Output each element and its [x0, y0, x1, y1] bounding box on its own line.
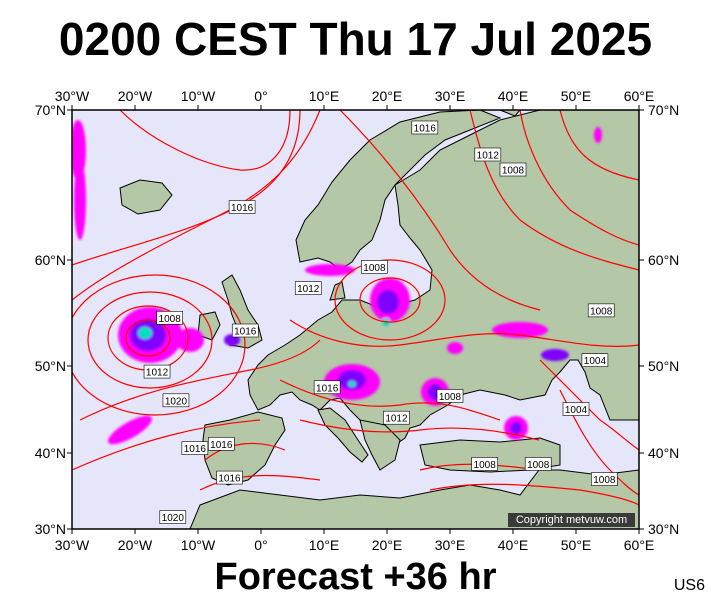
lon-label-top: 10°W	[180, 88, 216, 104]
lon-label-top: 0°	[254, 88, 268, 104]
lat-label-right: 60°N	[648, 252, 680, 268]
lon-label-bottom: 10°W	[180, 537, 216, 553]
isobar-label: 1016	[216, 470, 243, 485]
lon-label-top: 30°W	[54, 88, 90, 104]
svg-text:1016: 1016	[316, 383, 339, 394]
lon-label-bottom: 0°	[254, 537, 268, 553]
lon-label-top: 10°E	[308, 88, 340, 104]
model-code: US6	[673, 577, 705, 594]
lon-label-top: 30°E	[434, 88, 466, 104]
lon-label-top: 60°E	[623, 88, 655, 104]
isobar-label: 1012	[143, 364, 171, 379]
isobar-label: 1016	[181, 441, 209, 455]
svg-text:1016: 1016	[231, 203, 254, 214]
isobar-label: 1008	[587, 303, 615, 317]
svg-text:1016: 1016	[218, 474, 241, 485]
isobar-label: 1016	[313, 380, 341, 394]
svg-text:1012: 1012	[385, 414, 408, 425]
isobar-label: 1004	[581, 353, 609, 367]
isobar-label: 1012	[474, 147, 502, 162]
isobar-label: 1012	[383, 410, 410, 425]
svg-text:1020: 1020	[162, 513, 185, 524]
svg-text:1008: 1008	[590, 306, 613, 317]
lon-label-bottom: 10°E	[308, 537, 340, 553]
lon-label-bottom: 40°E	[497, 537, 529, 553]
svg-text:1016: 1016	[184, 444, 207, 455]
lat-label-right: 50°N	[648, 358, 680, 374]
svg-text:1008: 1008	[474, 460, 497, 471]
lat-label-left: 30°N	[34, 521, 66, 537]
land-italy	[317, 407, 369, 463]
lon-label-top: 50°E	[560, 88, 592, 104]
svg-text:1008: 1008	[159, 314, 182, 325]
lat-label-right: 40°N	[648, 445, 680, 461]
isobar-label: 1008	[436, 389, 464, 403]
svg-text:1008: 1008	[363, 263, 386, 274]
isobar-label: 1008	[471, 457, 498, 471]
svg-text:1016: 1016	[234, 327, 257, 338]
lat-label-left: 60°N	[34, 252, 66, 268]
isobar-label: 1020	[159, 510, 187, 524]
land-svalbard	[499, 110, 521, 117]
svg-text:1016: 1016	[414, 124, 437, 135]
svg-text:1008: 1008	[439, 392, 462, 403]
forecast-label: Forecast +36 hr	[214, 556, 497, 598]
page-title: 0200 CEST Thu 17 Jul 2025	[58, 13, 653, 65]
isobar-label: 1016	[208, 436, 235, 451]
isobars	[72, 110, 639, 506]
svg-text:1012: 1012	[146, 368, 169, 379]
isobar-label: 1020	[162, 393, 190, 407]
land-denmark	[329, 281, 346, 301]
isobar-label: 1008	[499, 162, 527, 177]
land-iceland	[119, 179, 173, 215]
isobar-label: 1008	[156, 310, 183, 325]
isobar-label: 1008	[361, 260, 388, 274]
lat-label-left: 70°N	[34, 102, 66, 118]
lon-label-bottom: 30°W	[54, 537, 90, 553]
isobar-label: 1016	[231, 323, 259, 338]
svg-text:1008: 1008	[502, 166, 525, 177]
lon-label-bottom: 20°W	[117, 537, 153, 553]
isobar-label: 1016	[411, 120, 439, 135]
svg-text:1008: 1008	[593, 475, 616, 486]
precipitation	[72, 120, 602, 445]
svg-text:1016: 1016	[210, 440, 233, 451]
lon-label-bottom: 30°E	[434, 537, 466, 553]
lon-label-bottom: 60°E	[623, 537, 655, 553]
lon-label-top: 20°W	[117, 88, 153, 104]
svg-text:1020: 1020	[165, 396, 188, 407]
svg-text:1004: 1004	[584, 356, 607, 367]
isobar-label: 1008	[591, 472, 618, 486]
svg-text:1004: 1004	[565, 405, 588, 416]
lat-label-left: 50°N	[34, 358, 66, 374]
isobar-label: 1008	[524, 457, 552, 471]
axis-ticks	[67, 105, 644, 534]
lat-label-right: 30°N	[648, 521, 680, 537]
lat-label-right: 70°N	[648, 102, 680, 118]
lon-label-bottom: 20°E	[371, 537, 403, 553]
lat-label-left: 40°N	[34, 445, 66, 461]
isobar-label: 1012	[294, 281, 322, 295]
map-frame	[71, 109, 640, 530]
isobar-label: 1016	[228, 200, 256, 214]
isobar-labels: 1016101610121008100810121008101610121020…	[143, 120, 618, 524]
svg-text:1012: 1012	[297, 284, 320, 295]
lon-label-bottom: 50°E	[560, 537, 592, 553]
svg-text:1012: 1012	[477, 151, 500, 162]
lon-label-top: 40°E	[497, 88, 529, 104]
land-scandinavia	[295, 110, 502, 271]
copyright-notice: Copyright metvuw.com	[508, 513, 635, 527]
svg-text:1008: 1008	[527, 460, 550, 471]
lon-label-top: 20°E	[371, 88, 403, 104]
isobar-label: 1004	[562, 402, 590, 416]
